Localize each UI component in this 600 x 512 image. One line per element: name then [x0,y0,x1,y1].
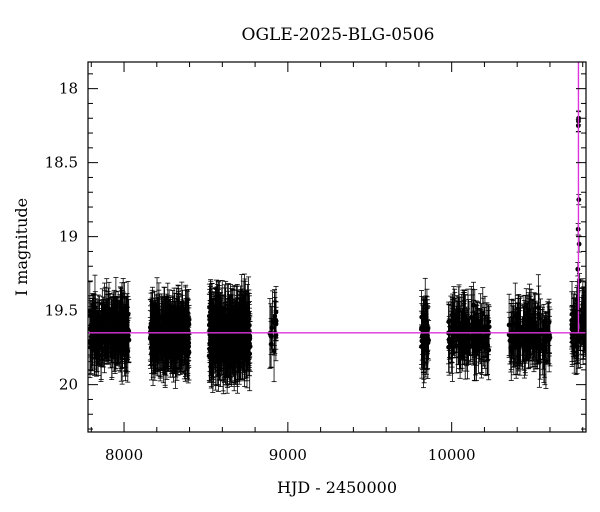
data-point [168,327,173,333]
data-point [185,341,191,347]
data-point [158,327,164,333]
data-point [232,359,237,365]
data-point [182,335,187,341]
data-point [100,328,106,334]
data-point [451,317,457,323]
data-point [242,324,248,329]
data-point [226,343,232,349]
data-point [209,325,215,331]
data-point [453,326,459,332]
data-point [101,321,107,326]
data-point [211,334,217,340]
data-point [92,304,98,310]
data-point [185,349,191,354]
data-point [219,308,225,314]
data-point [273,321,279,327]
data-point [207,304,213,310]
data-point [119,352,125,358]
data-point [116,325,122,331]
data-point [175,332,181,338]
data-point [465,350,470,356]
data-point [424,323,430,328]
data-point [446,344,451,350]
data-point [460,322,466,327]
data-point [210,355,216,360]
data-point [219,347,224,353]
data-point [88,344,93,350]
data-point [112,318,118,324]
data-point [482,327,488,333]
data-point [268,334,274,339]
data-point [217,334,223,339]
data-point [117,329,122,335]
data-point [104,308,110,314]
data-point [156,322,162,328]
data-point [92,328,98,334]
data-point [464,342,470,348]
data-point [213,323,219,329]
data-point [123,336,129,342]
data-point [101,334,107,340]
data-layer [88,110,586,395]
data-point [485,331,491,337]
data-point [456,332,462,338]
data-point [165,314,171,320]
data-point [153,318,158,324]
data-point [229,335,234,341]
data-point [426,337,431,343]
data-point [147,336,153,342]
data-point [119,335,124,341]
data-point [244,334,250,340]
data-point [124,322,130,328]
data-point [420,334,426,340]
data-point [88,340,94,345]
data-point [222,318,228,323]
data-point [159,336,165,342]
data-point [479,335,484,341]
data-point [161,345,167,350]
chart-title: OGLE-2025-BLG-0506 [242,25,435,45]
data-point [216,314,222,320]
data-point [108,327,114,333]
data-point [237,339,243,345]
data-point [240,333,246,339]
data-point [243,358,249,364]
data-point [226,350,232,356]
